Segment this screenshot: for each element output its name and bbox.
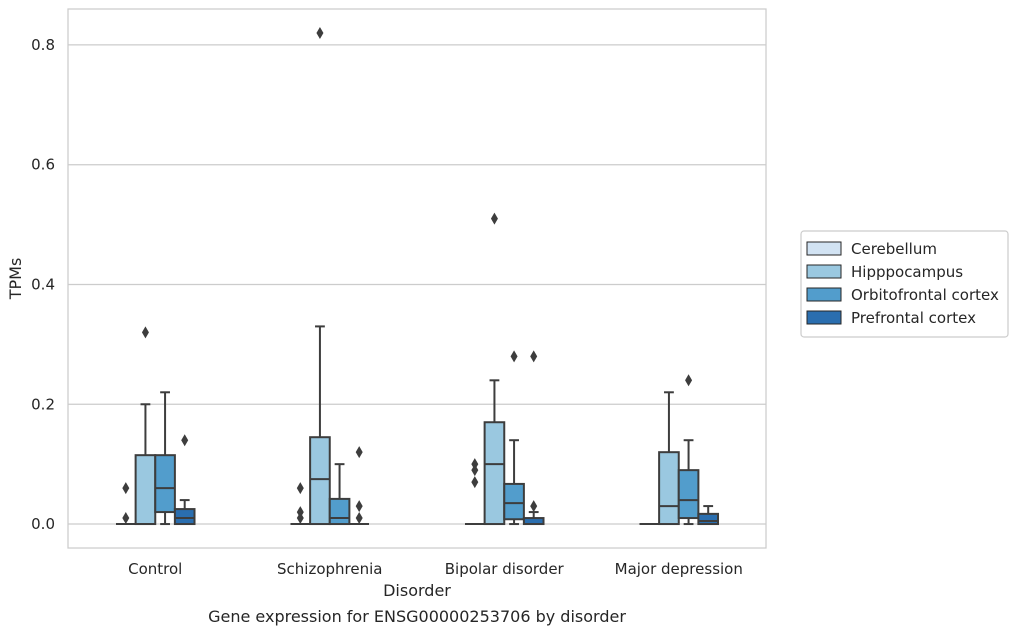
x-tick-label: Control bbox=[128, 560, 182, 578]
box-rect bbox=[697, 512, 720, 526]
box-group bbox=[658, 391, 680, 526]
box-group bbox=[309, 26, 331, 526]
outlier-point bbox=[355, 446, 363, 459]
legend-label: Orbitofrontal cortex bbox=[851, 286, 999, 304]
y-tick-label: 0.6 bbox=[31, 156, 55, 174]
y-axis-label: TPMs bbox=[6, 258, 25, 301]
box-group bbox=[349, 446, 370, 526]
box-group bbox=[503, 350, 525, 526]
outlier-point bbox=[355, 512, 363, 525]
y-tick-labels: 0.0 0.2 0.4 0.6 0.8 bbox=[31, 36, 55, 533]
box-rect bbox=[483, 421, 506, 526]
x-tick-label: Schizophrenia bbox=[277, 560, 382, 578]
legend-frame bbox=[800, 230, 1009, 338]
x-axis-label: Disorder bbox=[383, 581, 451, 600]
box-rect bbox=[154, 454, 176, 514]
legend: Cerebellum Hipppocampus Orbitofrontal cort… bbox=[800, 230, 1009, 338]
outlier-point bbox=[316, 26, 324, 39]
outlier-point bbox=[296, 482, 304, 495]
box-group bbox=[483, 212, 506, 526]
outlier-point bbox=[141, 326, 149, 339]
box-marks bbox=[115, 26, 720, 526]
x-tick-labels: Control Schizophrenia Bipolar disorder Majo… bbox=[128, 560, 743, 578]
outlier-point bbox=[530, 350, 538, 363]
outlier-point bbox=[355, 500, 363, 513]
x-tick-label: Bipolar disorder bbox=[445, 560, 565, 578]
legend-label: Hipppocampus bbox=[851, 263, 963, 281]
legend-label: Cerebellum bbox=[851, 240, 937, 258]
box-rect bbox=[173, 508, 196, 526]
box-group bbox=[464, 458, 485, 526]
outlier-point bbox=[181, 434, 189, 447]
legend-swatch bbox=[806, 241, 842, 256]
box-rect bbox=[677, 469, 700, 520]
outlier-point bbox=[471, 464, 479, 477]
outlier-point bbox=[296, 512, 304, 525]
box-group bbox=[328, 463, 351, 526]
box-group bbox=[697, 505, 720, 526]
outlier-point bbox=[122, 512, 130, 525]
legend-swatch bbox=[806, 310, 842, 325]
plot-frame bbox=[67, 8, 767, 549]
box-group bbox=[154, 391, 176, 526]
box-group bbox=[134, 326, 157, 526]
box-group bbox=[173, 434, 196, 526]
x-tick-label: Major depression bbox=[615, 560, 743, 578]
legend-label: Prefrontal cortex bbox=[851, 309, 976, 327]
box-rect bbox=[658, 451, 680, 526]
box-group bbox=[522, 350, 545, 526]
box-rect bbox=[503, 482, 525, 521]
legend-swatch bbox=[806, 264, 842, 279]
y-tick-label: 0.4 bbox=[31, 275, 55, 293]
chart-caption: Gene expression for ENSG00000253706 by d… bbox=[208, 607, 626, 626]
outlier-point bbox=[685, 374, 693, 387]
box-rect bbox=[134, 454, 157, 526]
box-group bbox=[677, 374, 700, 526]
outlier-point bbox=[530, 500, 538, 513]
y-tick-label: 0.0 bbox=[31, 515, 55, 533]
box-group bbox=[290, 482, 311, 526]
y-tick-label: 0.2 bbox=[31, 395, 55, 413]
box-rect bbox=[309, 436, 331, 526]
outlier-point bbox=[122, 482, 130, 495]
outlier-point bbox=[490, 212, 498, 225]
box-rect bbox=[328, 497, 351, 526]
y-tick-label: 0.8 bbox=[31, 36, 55, 54]
box-group bbox=[115, 482, 136, 526]
outlier-point bbox=[510, 350, 518, 363]
outlier-point bbox=[471, 476, 479, 489]
legend-swatch bbox=[806, 287, 842, 302]
